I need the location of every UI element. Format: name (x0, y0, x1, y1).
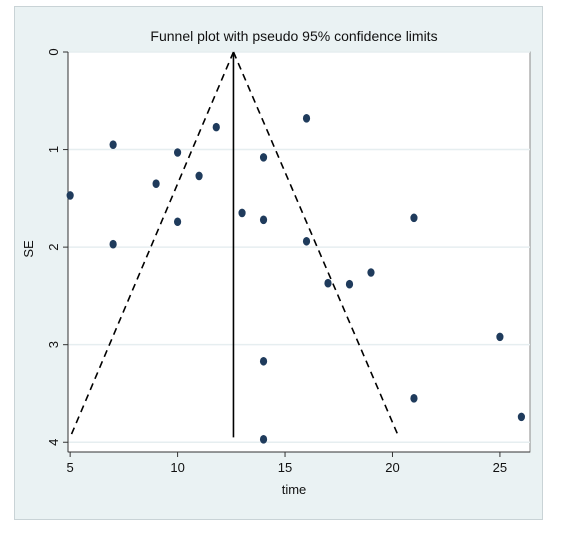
data-point (302, 114, 311, 123)
data-point (66, 191, 74, 200)
y-tick-label: 0 (46, 48, 61, 55)
data-points (66, 114, 526, 444)
funnel-lines (69, 51, 400, 438)
y-axis-title: SE (21, 240, 36, 258)
data-point (496, 332, 504, 342)
data-point (195, 171, 203, 181)
data-point (212, 122, 220, 132)
data-point (410, 213, 418, 223)
upper-confidence-limit-line (232, 51, 400, 438)
axes: 5 10 15 20 25 0 1 2 3 4 (46, 48, 530, 475)
y-tick-label: 3 (46, 341, 61, 348)
data-point (302, 236, 311, 246)
data-point (152, 179, 160, 189)
x-tick-label: 25 (493, 460, 507, 475)
data-point (238, 208, 246, 218)
x-axis-title: time (282, 482, 307, 497)
lower-confidence-limit-line (69, 51, 235, 438)
data-point (410, 394, 418, 403)
data-point (324, 278, 332, 288)
data-point (259, 435, 268, 444)
data-point (173, 217, 182, 227)
data-point (345, 279, 354, 289)
data-point (259, 153, 268, 162)
data-point (173, 148, 182, 157)
y-tick-label: 2 (46, 244, 61, 251)
data-point (109, 140, 117, 149)
grid-lines (68, 51, 530, 443)
plot-area (67, 51, 531, 453)
chart-title: Funnel plot with pseudo 95% confidence l… (150, 28, 437, 44)
y-tick-label: 1 (46, 146, 61, 153)
y-tick-label: 4 (46, 439, 61, 446)
data-point (259, 356, 268, 366)
data-point (517, 412, 526, 422)
x-tick-label: 20 (385, 460, 399, 475)
data-point (109, 239, 117, 249)
x-tick-label: 10 (170, 460, 184, 475)
x-tick-label: 15 (278, 460, 292, 475)
x-tick-label: 5 (67, 460, 74, 475)
data-point (367, 268, 375, 277)
data-point (259, 215, 268, 225)
